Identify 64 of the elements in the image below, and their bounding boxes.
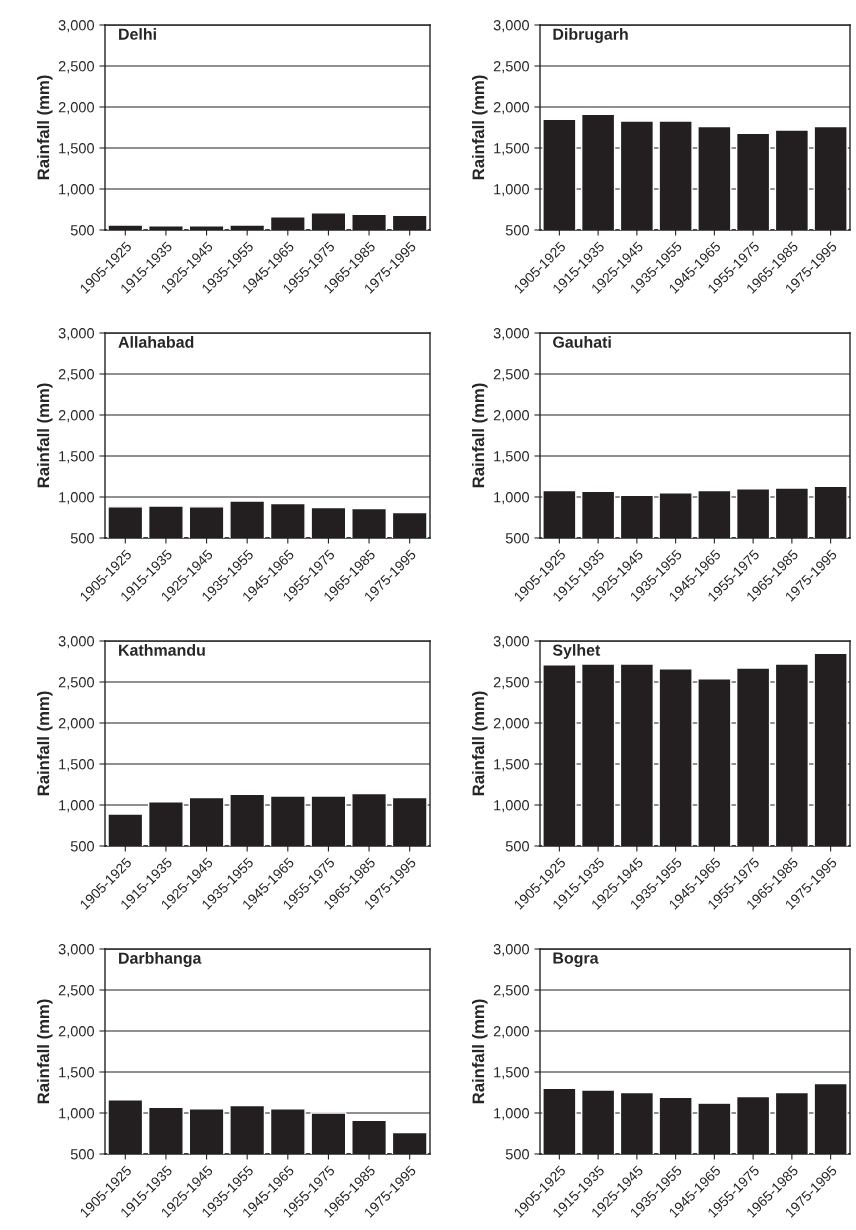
chart-title: Sylhet [552, 644, 601, 659]
y-tick-label: 2,000 [493, 718, 530, 731]
y-tick-label: 500 [70, 225, 95, 236]
y-axis-title: Rainfall (mm) [37, 691, 53, 796]
y-tick-label: 2,000 [58, 102, 95, 115]
y-axis-title: Rainfall (mm) [472, 75, 488, 180]
y-tick-label: 2,500 [493, 369, 530, 382]
y-axis-title: Rainfall (mm) [37, 383, 53, 488]
y-tick-label: 2,500 [493, 677, 530, 690]
y-axis-title: Rainfall (mm) [37, 75, 53, 180]
y-tick-label: 2,500 [58, 61, 95, 74]
y-tick-label: 2,500 [493, 985, 530, 998]
y-tick-label: 2,000 [493, 410, 530, 423]
y-tick-label: 2,000 [493, 1026, 530, 1039]
y-tick-label: 1,000 [494, 1108, 530, 1121]
chart-title: Kathmandu [119, 644, 205, 656]
y-tick-label: 500 [70, 841, 95, 852]
y-tick-label: 1,500 [494, 1067, 530, 1080]
y-tick-label: 1,500 [59, 143, 95, 156]
y-tick-label: 500 [505, 1149, 530, 1160]
y-tick-label: 1,500 [494, 451, 530, 464]
chart-title: Dibrugarh [553, 28, 628, 44]
y-tick-label: 3,000 [493, 636, 530, 649]
y-tick-label: 1,000 [59, 492, 95, 505]
y-tick-label: 2,000 [58, 1026, 95, 1039]
y-tick-label: 1,000 [494, 492, 530, 505]
y-tick-label: 3,000 [493, 20, 530, 33]
y-tick-label: 500 [505, 841, 530, 852]
y-tick-label: 3,000 [58, 20, 95, 33]
y-tick-label: 2,500 [58, 369, 95, 382]
y-tick-label: 2,000 [58, 718, 95, 731]
y-tick-label: 3,000 [58, 328, 95, 341]
y-tick-label: 1,000 [59, 1108, 95, 1121]
y-tick-label: 3,000 [493, 328, 530, 341]
y-axis-title: Rainfall (mm) [472, 999, 488, 1104]
y-tick-label: 1,000 [59, 800, 95, 813]
y-tick-label: 500 [505, 225, 530, 236]
y-tick-label: 2,500 [493, 61, 530, 74]
y-tick-label: 1,000 [494, 800, 530, 813]
chart-title: Allahabad [118, 336, 194, 348]
y-axis-title: Rainfall (mm) [472, 691, 488, 796]
y-tick-label: 3,000 [58, 944, 95, 957]
chart-title: Gauhati [553, 336, 611, 348]
y-tick-label: 2,000 [493, 102, 530, 115]
chart-title: Delhi [119, 28, 156, 40]
y-tick-label: 2,500 [58, 677, 95, 690]
y-tick-label: 500 [505, 533, 530, 544]
y-axis-title: Rainfall (mm) [37, 999, 53, 1104]
y-tick-label: 1,500 [59, 759, 95, 772]
y-tick-label: 500 [70, 533, 95, 544]
y-tick-label: 1,500 [494, 759, 530, 772]
y-tick-label: 1,000 [59, 184, 95, 197]
y-tick-label: 1,500 [494, 143, 530, 156]
y-tick-label: 1,500 [59, 1067, 95, 1080]
y-tick-label: 2,500 [58, 985, 95, 998]
y-tick-label: 1,500 [59, 451, 95, 464]
y-tick-label: 3,000 [493, 944, 530, 957]
chart-title: Bogra [553, 952, 599, 967]
y-tick-label: 1,000 [494, 184, 530, 197]
y-tick-label: 2,000 [58, 410, 95, 423]
chart-title: Darbhanga [119, 952, 202, 968]
y-axis-title: Rainfall (mm) [472, 383, 488, 488]
y-tick-label: 3,000 [58, 636, 95, 649]
y-tick-label: 500 [70, 1149, 95, 1160]
